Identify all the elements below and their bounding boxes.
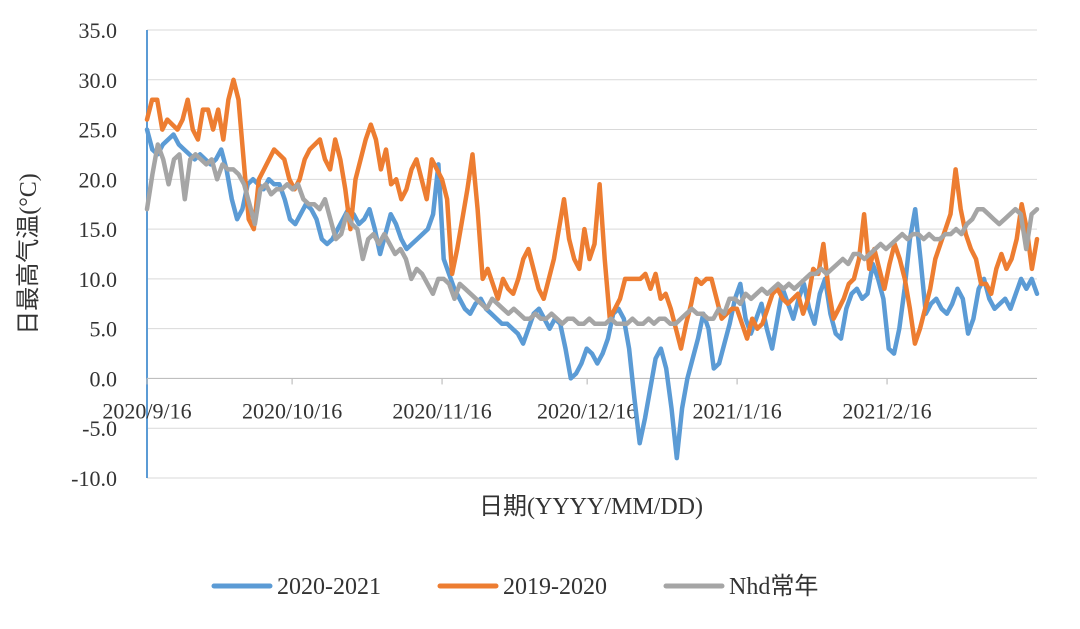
y-tick-label: 35.0 [79, 18, 118, 43]
y-tick-label: -5.0 [82, 416, 117, 441]
series-lines [144, 77, 1040, 461]
legend: 2020-2021 2019-2020 Nhd常年 [211, 573, 818, 600]
y-axis-title: 日最高气温(°C) [15, 173, 42, 335]
x-tick-label: 2020/9/16 [102, 398, 191, 423]
series-line-1 [144, 127, 1040, 461]
y-tick-label: 20.0 [79, 167, 118, 192]
axes [146, 30, 1037, 478]
x-tick-label: 2020/11/16 [392, 398, 491, 423]
x-tick-label: 2020/10/16 [242, 398, 342, 423]
y-tick-label: 5.0 [90, 317, 118, 342]
series-line-3 [144, 142, 1040, 326]
y-tick-label: 0.0 [90, 366, 118, 391]
y-tick-label: 25.0 [79, 118, 118, 143]
y-tick-label: 15.0 [79, 217, 118, 242]
y-tick-label: -10.0 [71, 466, 117, 491]
x-axis-title: 日期(YYYY/MM/DD) [479, 494, 703, 520]
y-tick-label: 10.0 [79, 267, 118, 292]
tick-labels: 35.0 30.0 25.0 20.0 15.0 10.0 5.0 0.0 -5.0 -10.0 2… [71, 18, 931, 491]
legend-label-2: 2019-2020 [503, 574, 607, 600]
legend-label-3: Nhd常年 [729, 573, 818, 600]
x-tick-label: 2020/12/16 [537, 398, 637, 423]
y-tick-label: 30.0 [79, 68, 118, 93]
x-tick-label: 2021/1/16 [692, 398, 781, 423]
x-tick-label: 2021/2/16 [842, 398, 931, 423]
grid-lines [147, 29, 1037, 479]
legend-label-1: 2020-2021 [277, 574, 381, 600]
